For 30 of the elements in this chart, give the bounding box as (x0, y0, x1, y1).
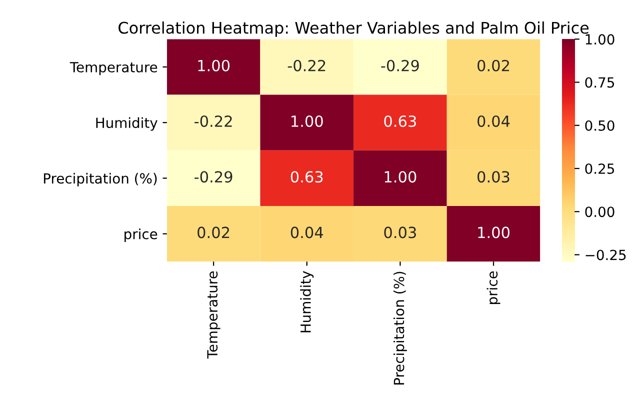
data-label: 0.03 (478, 171, 510, 183)
color-bar-label: 0.75 (585, 77, 614, 88)
data-label: 0.04 (290, 226, 324, 238)
data-label: 0.04 (478, 115, 510, 128)
data-label: 0.02 (478, 60, 509, 72)
color-bar-label: 0.00 (585, 206, 614, 218)
x-tick-label: Humidity (300, 271, 314, 332)
data-label: 0.03 (384, 226, 416, 238)
data-label: 1.00 (384, 171, 416, 183)
data-label: -0.29 (381, 60, 419, 72)
data-label: -0.22 (288, 60, 326, 72)
color-bar-label: −0.25 (586, 250, 626, 260)
y-tick-label: price (124, 228, 158, 242)
data-label: 1.00 (198, 60, 230, 72)
data-label: -0.29 (194, 171, 232, 183)
data-label: 0.63 (384, 115, 416, 128)
x-tick-label: Precipitation (%) (393, 272, 407, 385)
data-label: -0.22 (194, 115, 232, 128)
color-bar-label: 0.50 (585, 120, 614, 131)
data-label: 1.00 (292, 115, 323, 128)
y-tick-label: Precipitation (%) (44, 172, 157, 186)
x-tick-label: price (486, 271, 500, 304)
y-tick-label: Humidity (96, 117, 158, 131)
data-label: 0.02 (198, 226, 230, 238)
color-bar-label: 1.00 (586, 34, 614, 45)
y-tick-label: Temperature (70, 62, 158, 76)
data-label: 1.00 (478, 226, 510, 238)
x-tick-label: Temperature (207, 271, 220, 359)
data-label: 0.63 (290, 171, 323, 183)
color-bar-label: 0.25 (585, 163, 614, 174)
